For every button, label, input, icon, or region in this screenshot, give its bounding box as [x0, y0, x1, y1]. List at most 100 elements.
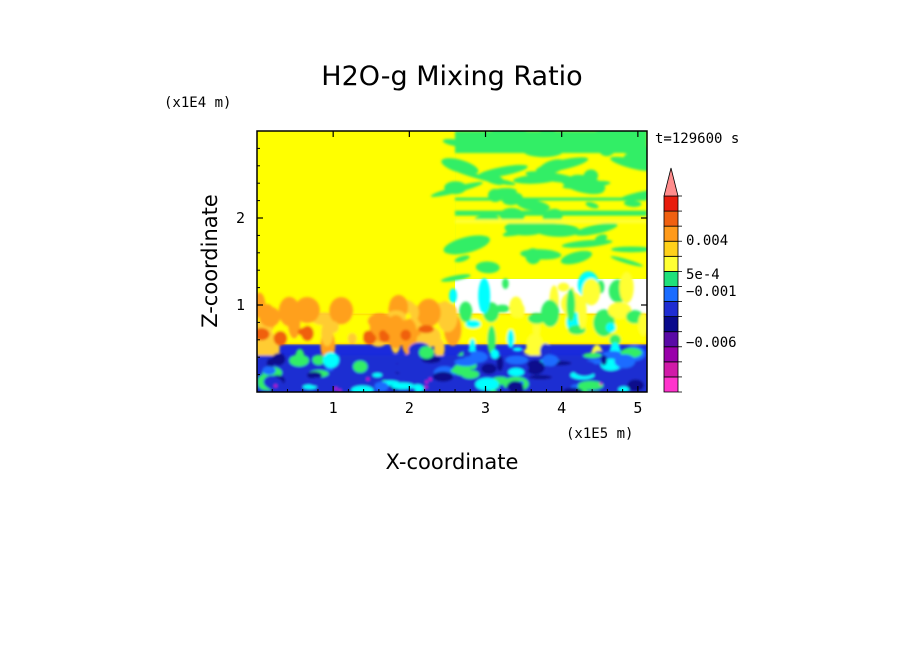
field-plume [321, 320, 334, 347]
field-eddy [391, 382, 415, 390]
field-tongue [577, 295, 587, 330]
field-eddy [577, 380, 604, 390]
field-eddy [481, 363, 497, 375]
field-eddy [602, 379, 621, 384]
field-patch [430, 181, 483, 197]
field-eddy [322, 352, 340, 368]
field-eddy [475, 377, 499, 391]
field-patch [443, 235, 490, 255]
field-patch [441, 158, 479, 175]
field-eddy [572, 360, 598, 377]
colorbar-swatch [663, 376, 679, 393]
field-tongue [502, 278, 509, 290]
field-plume [259, 306, 281, 328]
colorbar-swatch [663, 346, 679, 363]
field-patch [585, 202, 599, 209]
field-eddy [505, 355, 529, 365]
field-eddy [542, 354, 559, 367]
field-dot [425, 380, 429, 384]
field-patch [513, 174, 560, 184]
field-eddy [282, 367, 308, 380]
field-eddy [583, 352, 602, 359]
colorbar-label: −0.001 [686, 284, 737, 300]
y-tick-label: 1 [236, 296, 245, 314]
colorbar [663, 167, 682, 393]
field-tongue [523, 347, 545, 356]
field-patch [454, 255, 470, 263]
field-patch [619, 154, 647, 167]
field-plume [294, 297, 320, 324]
colorbar-label: −0.006 [686, 335, 737, 351]
field-eddy [462, 349, 472, 357]
field-tongue [619, 271, 634, 304]
field-plume-core [257, 327, 270, 341]
field-eddy [353, 360, 368, 373]
field-plume [410, 304, 420, 321]
plot-frame [256, 130, 648, 393]
colorbar-swatch [663, 286, 679, 302]
field-eddy [432, 371, 454, 382]
field-plume-core [273, 330, 288, 346]
field-plume [329, 297, 354, 325]
field-eddy [372, 372, 383, 378]
field-eddy [490, 349, 500, 359]
field-eddy [271, 352, 286, 366]
field-plume [278, 296, 300, 327]
colorbar-label: 5e-4 [686, 267, 720, 283]
y-scale-label: (x1E4 m) [164, 95, 231, 111]
field-eddy [525, 359, 545, 375]
field-eddy [351, 385, 374, 392]
field-patch [504, 220, 546, 236]
field-patch [560, 250, 593, 265]
field-stripe [455, 197, 647, 201]
x-axis-label: X-coordinate [386, 450, 519, 474]
field-tongue [605, 322, 616, 333]
colorbar-labels: 0.004 5e-4−0.001 −0.006 [686, 233, 737, 351]
field-patch [611, 246, 647, 253]
x-axis: 1 2 3 4 5 [271, 131, 642, 417]
field-plume-core [400, 329, 412, 341]
field-tongue [609, 334, 621, 346]
time-label: t=129600 s [655, 131, 739, 147]
field-tongue [449, 288, 458, 304]
field-eddy [508, 368, 525, 377]
x-scale-label: (x1E5 m) [566, 426, 633, 442]
field-tongue [582, 278, 601, 306]
field-eddy [495, 387, 510, 392]
field-plume [347, 333, 357, 345]
field-tongue [527, 312, 546, 324]
field-eddy [391, 363, 415, 374]
field-plume [416, 298, 441, 327]
field-tongue [459, 301, 473, 323]
field-eddy [374, 381, 389, 392]
field-eddy [419, 346, 435, 359]
field-eddy [614, 354, 636, 369]
field-eddy [600, 355, 607, 366]
y-tick-label: 2 [236, 209, 245, 227]
field-stripe [455, 219, 647, 224]
field-eddy [627, 379, 644, 392]
field-tongue [540, 299, 560, 328]
field-tongue [495, 304, 510, 313]
colorbar-swatch [663, 225, 679, 242]
field-tongue [566, 288, 576, 322]
field-dot [274, 384, 278, 388]
field-patch [520, 249, 562, 260]
field-patch [538, 159, 566, 175]
field-tongue [507, 329, 515, 349]
colorbar-label: 0.004 [686, 233, 728, 249]
field-eddy [312, 354, 325, 366]
plot-field [257, 131, 647, 392]
x-tick-label: 1 [329, 399, 338, 417]
x-tick-label: 3 [481, 399, 490, 417]
field-patch [561, 176, 605, 195]
field-tongue [465, 319, 481, 329]
field-top-band [455, 131, 647, 153]
field-plume-core [301, 325, 314, 342]
field-patch [624, 200, 642, 207]
field-plume [437, 302, 458, 333]
field-patch [441, 274, 471, 282]
colorbar-swatch [663, 331, 679, 348]
field-dot [599, 382, 603, 386]
